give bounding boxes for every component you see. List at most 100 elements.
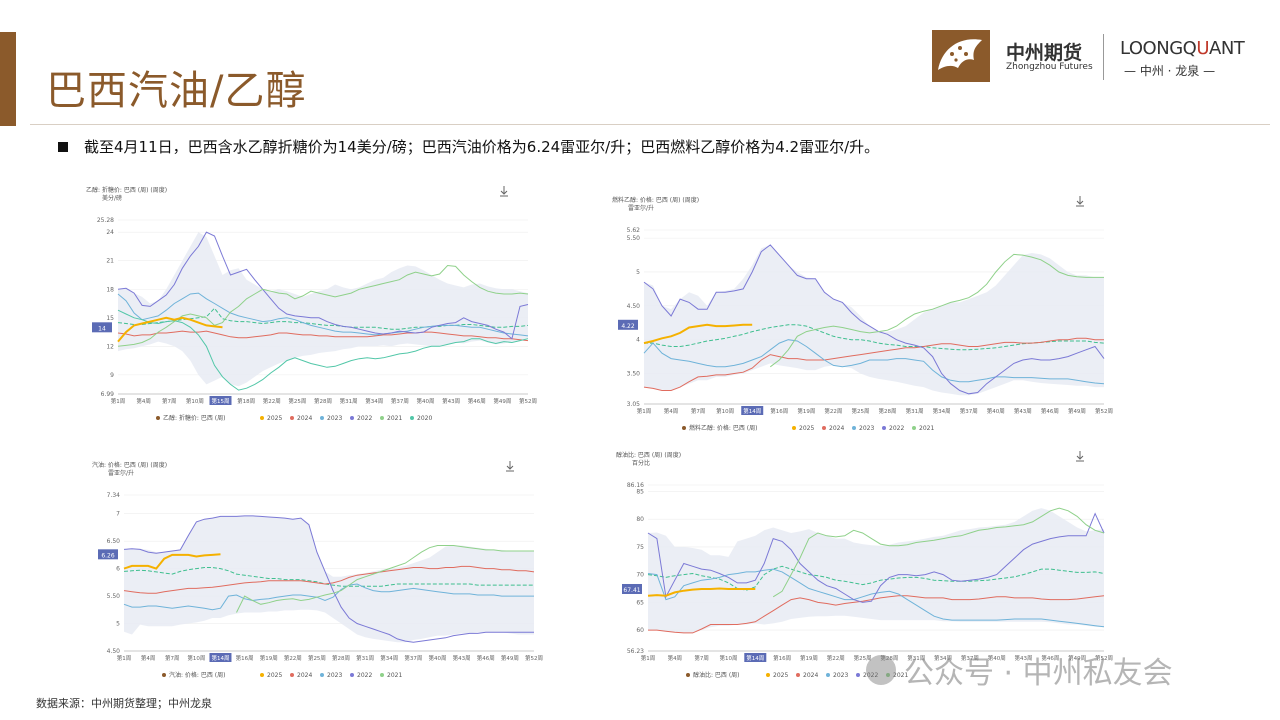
series-line-s2022: [123, 515, 534, 643]
legend-label: 2025: [773, 672, 788, 679]
range-band: [648, 508, 1104, 634]
series-line-s2021: [236, 545, 534, 613]
current-week-badge: [209, 653, 232, 662]
legend-dot-s2024: [796, 673, 800, 677]
company-logo: 中州期货 Zhongzhou Futures LOONGQUANT — 中州 ·…: [928, 28, 1258, 84]
y-tick-label: 4.50: [627, 303, 641, 310]
y-tick-label: 7.34: [107, 492, 121, 499]
legend-dot-s2022: [856, 673, 860, 677]
legend-label: 汽油: 价格: 巴西 (周): [169, 671, 225, 679]
y-tick-label: 5.50: [627, 235, 641, 242]
legend-dot-s2022: [350, 416, 354, 420]
y-tick-label: 70: [636, 572, 644, 579]
y-tick-label: 18: [106, 286, 114, 293]
current-week-badge: [744, 653, 767, 662]
legend-dot-s2025: [260, 416, 264, 420]
current-value-label: 6.26: [101, 552, 115, 559]
x-tick-label: 第25周: [851, 407, 869, 415]
y-tick-label: 6.99: [101, 391, 115, 398]
x-tick-label: 第10周: [186, 397, 204, 405]
download-icon[interactable]: [1076, 196, 1084, 207]
x-tick-label: 第34周: [934, 654, 952, 662]
current-week-badge: [741, 406, 764, 415]
title-divider: [30, 124, 1270, 125]
x-tick-label: 第43周: [453, 654, 471, 662]
x-tick-label: 第4周: [664, 407, 679, 415]
x-tick-label: 第28周: [332, 654, 350, 662]
download-icon[interactable]: [1076, 451, 1084, 462]
x-tick-label: 第4周: [668, 654, 683, 662]
y-tick-label: 12: [106, 343, 114, 350]
logo-english-name: Zhongzhou Futures: [1006, 62, 1093, 72]
series-line-s2021: [117, 264, 529, 347]
x-tick-label: 第4周: [136, 397, 151, 405]
x-tick-label: 第49周: [493, 397, 511, 405]
y-tick-label: 85: [636, 488, 644, 495]
chart-unit: 雷亚尔/升: [628, 204, 654, 212]
x-tick-label: 第10周: [187, 654, 205, 662]
chart-header: 燃料乙醇: 价格: 巴西 (周) (周度): [612, 196, 699, 204]
range-band: [124, 515, 534, 643]
legend-label: 2025: [267, 672, 282, 679]
x-tick-label: 第10周: [719, 654, 737, 662]
legend-dot-s2022: [350, 673, 354, 677]
x-tick-label: 第52周: [519, 397, 537, 405]
series-line-s2025: [643, 323, 753, 345]
x-tick-label: 第19周: [800, 654, 818, 662]
x-tick-label: 第49周: [1068, 407, 1086, 415]
series-line-s2024: [643, 337, 1104, 391]
series-line-avg: [123, 567, 534, 587]
y-tick-label: 25.28: [97, 217, 114, 224]
legend-label: 2021: [387, 672, 402, 679]
x-tick-label: 第1周: [641, 654, 656, 662]
y-tick-label: 4: [636, 337, 640, 344]
x-tick-label: 第37周: [404, 654, 422, 662]
x-tick-label: 第22周: [263, 397, 281, 405]
download-icon-path: [1076, 451, 1084, 462]
legend-label: 2022: [863, 672, 878, 679]
legend-dot-s2024: [822, 426, 826, 430]
x-tick-label: 第31周: [340, 397, 358, 405]
series-line-s2025: [117, 316, 223, 343]
x-tick-label: 第16周: [773, 654, 791, 662]
legend-label: 2023: [859, 425, 874, 432]
chart-header: 乙醇: 折糖价: 巴西 (周) (周度): [86, 186, 167, 194]
chart-ethanol-sugar-equivalent: 乙醇: 折糖价: 巴西 (周) (周度)美分/磅 25.28 24 21 18 15 12 9…: [86, 186, 537, 422]
x-tick-label-current: 第15周: [212, 397, 230, 405]
x-tick-label: 第52周: [525, 654, 543, 662]
download-icon[interactable]: [506, 461, 514, 472]
x-tick-label: 第46周: [477, 654, 495, 662]
y-tick-label: 60: [636, 627, 644, 634]
legend-label: 2020: [417, 415, 432, 422]
legend-dot-s2025: [792, 426, 796, 430]
legend-label: 醇油比: 巴西 (周): [693, 671, 740, 679]
current-value-label: 4.22: [621, 323, 635, 330]
legend-label: 2021: [387, 415, 402, 422]
legend-dot-first: [686, 673, 690, 677]
y-tick-label: 5: [116, 621, 120, 628]
x-tick-label: 第7周: [691, 407, 706, 415]
x-tick-label: 第40周: [987, 407, 1005, 415]
series-line-s2021: [769, 253, 1104, 368]
download-icon-path: [506, 461, 514, 472]
y-tick-label: 86.16: [627, 482, 644, 489]
y-tick-label: 5.50: [107, 593, 121, 600]
y-tick-label: 3.05: [627, 401, 641, 408]
current-value-badge: [92, 322, 112, 333]
x-tick-label-current: 第14周: [211, 654, 229, 662]
series-line-s2023: [643, 339, 1105, 385]
x-tick-label: 第34周: [380, 654, 398, 662]
logo-separator: [1103, 34, 1104, 80]
loongquant-subtitle: — 中州 · 龙泉 —: [1124, 64, 1216, 78]
legend-dot-s2023: [320, 416, 324, 420]
y-tick-label: 65: [636, 599, 644, 606]
y-tick-label: 56.23: [627, 648, 644, 655]
series-line-avg: [644, 324, 1105, 351]
x-tick-label: 第46周: [468, 397, 486, 405]
x-tick-label: 第40周: [429, 654, 447, 662]
x-tick-label: 第10周: [716, 407, 734, 415]
series-line-avg: [647, 565, 1105, 591]
download-icon[interactable]: [500, 186, 508, 197]
series-line-s2022: [117, 231, 529, 340]
legend-dot-first: [162, 673, 166, 677]
